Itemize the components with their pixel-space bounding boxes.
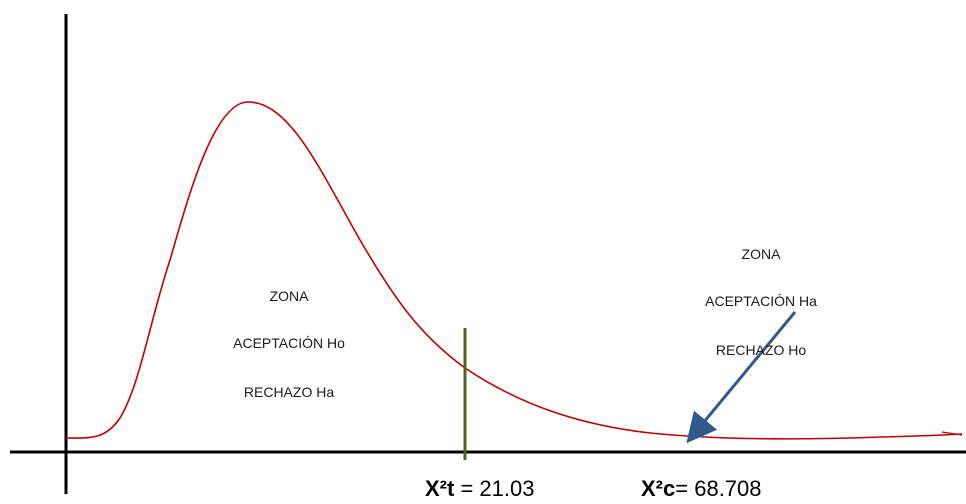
zone-right-line2: ACEPTACIÓN Ha [705,293,817,309]
zone-left-line2: ACEPTACIÓN Ho [233,335,345,351]
zone-right-line1: ZONA [741,246,781,262]
critical-value-operator: = [454,476,480,501]
calculated-value-operator: = [675,476,695,501]
critical-value-number: 21.03 [479,476,535,501]
curve-end-mark [941,431,963,436]
zone-left-line3: RECHAZO Ha [243,384,335,400]
pointer-arrow [686,311,797,444]
calculated-value-symbol: X²c [641,476,676,501]
calculated-value-number: 68.708 [694,476,762,501]
calculated-value-label: X²c= 68.708 [641,476,762,502]
distribution-curve [65,101,963,440]
zone-right-line3: RECHAZO Ho [715,342,807,358]
critical-value-label: X²t = 21.03 [425,476,534,502]
zone-left-line1: ZONA [269,288,309,304]
critical-value-symbol: X²t [425,476,455,501]
